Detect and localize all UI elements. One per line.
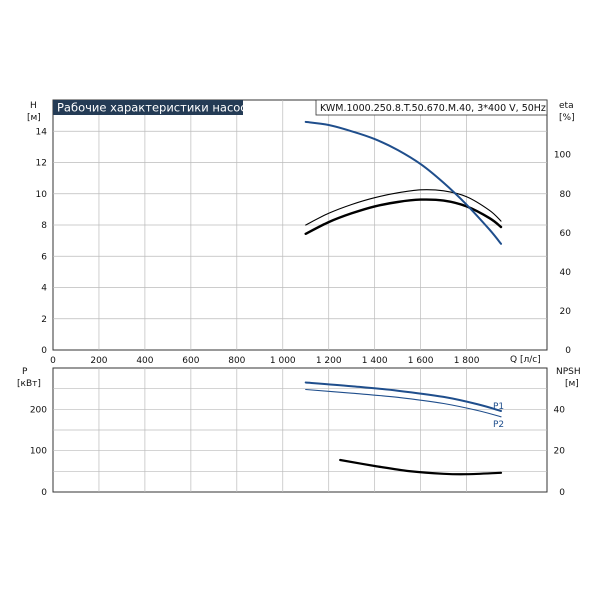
right-axis-label-npsh: NPSH [556,367,581,377]
y-tick-label-h: 0 [41,346,47,356]
y2-tick-label-eta: 60 [560,229,572,239]
x-tick-label: 1 400 [362,356,388,366]
npsh-curve [339,458,503,476]
x-tick-label: 0 [50,356,56,366]
power-npsh-panel: 0 100 200 0 20 40 P [кВт] NPSH [м] P1 P2 [17,367,581,498]
head-efficiency-panel: 0 200 400 600 800 1 000 1 200 1 400 1 600 1 80002… [27,99,575,366]
x-tick-label: 400 [136,356,153,366]
title-box [53,100,243,115]
x-tick-label: 800 [228,356,245,366]
x-axis-label-q: Q [л/с] [510,355,541,365]
p1-curve [304,381,502,412]
y2-tick-label-eta: 40 [560,268,572,278]
y-tick-label-h: 12 [36,159,47,169]
lower-tick-labels: 0 100 200 0 20 40 [30,405,565,498]
y2-tick-label-npsh: 0 [559,488,565,498]
upper-grid [53,100,547,350]
y2-tick-label-eta: 80 [560,190,572,200]
y-tick-label-h: 6 [41,252,47,262]
y-tick-label-p: 0 [41,488,47,498]
model-label: KWM.1000.250.8.T.50.670.M.40, 3*400 V, 5… [320,103,546,114]
y2-tick-label-eta: 100 [554,151,571,161]
y-tick-label-h: 8 [41,221,47,231]
y-tick-label-p: 200 [30,405,47,415]
right-axis-unit-eta: [%] [559,113,575,123]
y-tick-label-h: 14 [36,127,48,137]
y2-tick-label-npsh: 20 [554,447,566,457]
series-label-p2: P2 [493,420,504,430]
chart-title: Рабочие характеристики насоса [57,101,254,115]
right-axis-label-eta: eta [559,101,574,111]
y-tick-label-h: 10 [36,190,48,200]
y2-tick-label-eta: 20 [560,307,572,317]
y2-tick-label-eta: 0 [565,346,571,356]
x-tick-label: 600 [182,356,199,366]
lower-series [304,381,503,476]
eta-curve-thick [304,198,503,235]
series-label-p1: P1 [493,402,504,412]
left-axis-unit-p: [кВт] [17,379,41,389]
eta-curve-thin [305,189,502,226]
y2-tick-label-npsh: 40 [554,405,566,415]
model-box [315,99,548,116]
upper-tick-labels: 0 200 400 600 800 1 000 1 200 1 400 1 600 1 80002… [36,127,572,366]
y-tick-label-p: 100 [30,447,47,457]
x-tick-label: 1 000 [270,356,296,366]
left-axis-label-p: P [22,367,28,377]
left-axis-label-h: H [30,101,37,111]
y-tick-label-h: 4 [41,284,47,294]
right-axis-unit-npsh: [м] [565,379,579,389]
x-tick-label: 1 600 [408,356,434,366]
y-tick-label-h: 2 [41,315,47,325]
left-axis-unit-h: [м] [27,113,41,123]
x-tick-label: 200 [90,356,107,366]
x-tick-label: 1 800 [454,356,480,366]
x-tick-label: 1 200 [316,356,342,366]
p2-curve [305,388,502,418]
upper-series [304,120,503,245]
head-curve [304,120,502,245]
